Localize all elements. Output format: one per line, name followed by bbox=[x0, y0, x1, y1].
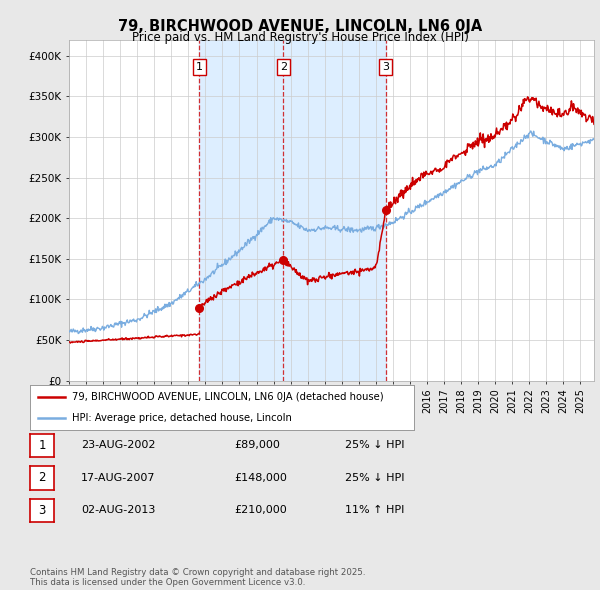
Text: 1: 1 bbox=[196, 62, 203, 72]
Text: 2: 2 bbox=[38, 471, 46, 484]
Text: 25% ↓ HPI: 25% ↓ HPI bbox=[345, 441, 404, 450]
Text: £89,000: £89,000 bbox=[234, 441, 280, 450]
Text: 2: 2 bbox=[280, 62, 287, 72]
Text: 23-AUG-2002: 23-AUG-2002 bbox=[81, 441, 155, 450]
Text: 17-AUG-2007: 17-AUG-2007 bbox=[81, 473, 155, 483]
Text: 25% ↓ HPI: 25% ↓ HPI bbox=[345, 473, 404, 483]
Text: HPI: Average price, detached house, Lincoln: HPI: Average price, detached house, Linc… bbox=[72, 412, 292, 422]
Bar bbox=[199, 40, 386, 381]
Text: 1: 1 bbox=[38, 439, 46, 452]
Text: 79, BIRCHWOOD AVENUE, LINCOLN, LN6 0JA: 79, BIRCHWOOD AVENUE, LINCOLN, LN6 0JA bbox=[118, 19, 482, 34]
Text: 79, BIRCHWOOD AVENUE, LINCOLN, LN6 0JA (detached house): 79, BIRCHWOOD AVENUE, LINCOLN, LN6 0JA (… bbox=[72, 392, 384, 402]
Text: 11% ↑ HPI: 11% ↑ HPI bbox=[345, 506, 404, 515]
Text: £210,000: £210,000 bbox=[234, 506, 287, 515]
Text: 3: 3 bbox=[382, 62, 389, 72]
Text: Contains HM Land Registry data © Crown copyright and database right 2025.
This d: Contains HM Land Registry data © Crown c… bbox=[30, 568, 365, 587]
Text: Price paid vs. HM Land Registry's House Price Index (HPI): Price paid vs. HM Land Registry's House … bbox=[131, 31, 469, 44]
Text: 02-AUG-2013: 02-AUG-2013 bbox=[81, 506, 155, 515]
Text: 3: 3 bbox=[38, 504, 46, 517]
Text: £148,000: £148,000 bbox=[234, 473, 287, 483]
